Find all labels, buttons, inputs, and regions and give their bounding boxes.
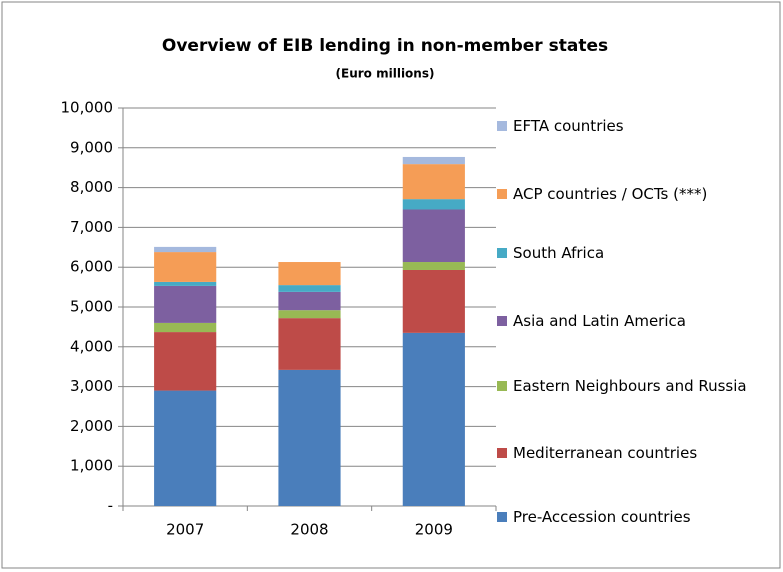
bar-segment bbox=[402, 209, 465, 263]
bar-segment bbox=[154, 285, 217, 323]
x-tick-label: 2009 bbox=[415, 521, 453, 539]
legend-swatch bbox=[497, 121, 507, 131]
legend-label: ACP countries / OCTs (***) bbox=[513, 185, 708, 203]
bar-segment bbox=[402, 156, 465, 165]
bar-segment bbox=[402, 199, 465, 210]
y-tick-label: 8,000 bbox=[70, 178, 113, 196]
legend-item: South Africa bbox=[497, 241, 783, 265]
chart-subtitle: (Euro millions) bbox=[336, 67, 435, 81]
bar-segment bbox=[278, 318, 341, 370]
legend-label: Eastern Neighbours and Russia bbox=[513, 377, 747, 395]
bar-segment bbox=[278, 285, 341, 292]
legend-label: EFTA countries bbox=[513, 117, 624, 135]
bar-segment bbox=[402, 262, 465, 270]
bar-segment bbox=[402, 164, 465, 200]
legend-item: Eastern Neighbours and Russia bbox=[497, 374, 753, 398]
bar-segment bbox=[154, 332, 217, 391]
y-tick-label: 1,000 bbox=[70, 457, 113, 475]
bar-segment bbox=[154, 281, 217, 286]
y-tick-label: 9,000 bbox=[70, 138, 113, 156]
legend-swatch bbox=[497, 248, 507, 258]
bar-segment bbox=[278, 369, 341, 506]
legend-item: EFTA countries bbox=[497, 114, 783, 138]
legend-swatch bbox=[497, 316, 507, 326]
bar-segment bbox=[278, 262, 341, 286]
y-tick-label: 4,000 bbox=[70, 337, 113, 355]
legend-item: Asia and Latin America bbox=[497, 309, 783, 333]
bar-segment bbox=[154, 252, 217, 282]
bar-segment bbox=[154, 322, 217, 333]
y-tick-label: 7,000 bbox=[70, 218, 113, 236]
legend-label: Pre-Accession countries bbox=[513, 508, 691, 526]
legend-swatch bbox=[497, 448, 507, 458]
y-tick-label: 6,000 bbox=[70, 258, 113, 276]
x-tick-label: 2007 bbox=[166, 521, 204, 539]
bar-segment bbox=[402, 332, 465, 506]
legend-swatch bbox=[497, 381, 507, 391]
legend-label: South Africa bbox=[513, 244, 605, 262]
legend-item: Mediterranean countries bbox=[497, 441, 783, 465]
bar-segment bbox=[278, 291, 341, 311]
chart-title: Overview of EIB lending in non-member st… bbox=[162, 36, 608, 56]
y-tick-label: 5,000 bbox=[70, 298, 113, 316]
bar-segment bbox=[402, 269, 465, 333]
legend-item: Pre-Accession countries bbox=[497, 505, 783, 529]
x-tick-label: 2008 bbox=[290, 521, 328, 539]
y-tick-label: 2,000 bbox=[70, 417, 113, 435]
y-tick-label: - bbox=[108, 497, 113, 515]
bar-segment bbox=[154, 246, 217, 253]
bar-segment bbox=[278, 310, 341, 319]
bar-segment bbox=[154, 390, 217, 506]
legend-swatch bbox=[497, 189, 507, 199]
y-tick-label: 3,000 bbox=[70, 377, 113, 395]
legend-label: Mediterranean countries bbox=[513, 444, 698, 462]
legend-item: ACP countries / OCTs (***) bbox=[497, 182, 783, 206]
y-tick-label: 10,000 bbox=[61, 99, 114, 117]
legend-swatch bbox=[497, 512, 507, 522]
legend-label: Asia and Latin America bbox=[513, 312, 686, 330]
